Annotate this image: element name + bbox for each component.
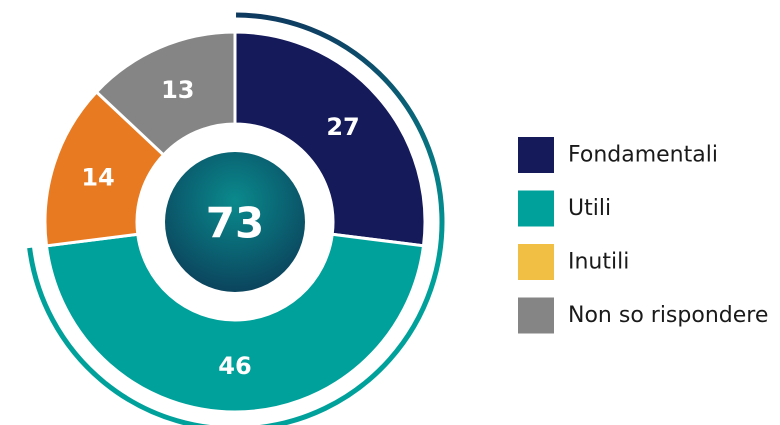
legend-swatch	[518, 244, 554, 280]
legend: Fondamentali Utili Inutili Non so risponder…	[518, 137, 768, 334]
slice-label: 13	[161, 76, 194, 104]
legend-label: Non so rispondere	[568, 303, 768, 328]
legend-swatch	[518, 190, 554, 227]
slice-label: 14	[81, 164, 114, 192]
donut: 27 46 14 13 73	[27, 12, 445, 425]
legend-swatch	[518, 297, 554, 334]
legend-swatch	[518, 137, 554, 173]
legend-label: Inutili	[568, 250, 629, 275]
slice	[233, 30, 427, 248]
center-circle	[165, 152, 305, 292]
legend-label: Fondamentali	[568, 143, 718, 168]
center-label: 73	[206, 199, 264, 248]
slice	[94, 30, 237, 158]
slice-label: 27	[326, 113, 359, 141]
slice-label: 46	[218, 352, 251, 380]
legend-label: Utili	[568, 196, 611, 221]
slice	[44, 232, 426, 414]
outer-arc	[27, 12, 445, 425]
